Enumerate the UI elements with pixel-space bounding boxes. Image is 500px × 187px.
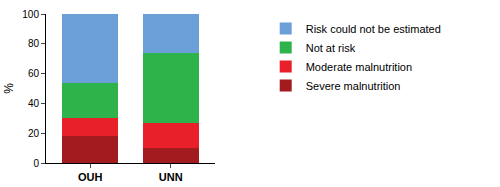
svg-text:Not at risk: Not at risk: [306, 42, 356, 54]
svg-text:Moderate malnutrition: Moderate malnutrition: [306, 61, 412, 73]
svg-text:Risk could not be estimated: Risk could not be estimated: [306, 23, 441, 35]
svg-text:0: 0: [33, 158, 39, 169]
svg-text:Severe malnutrition: Severe malnutrition: [306, 80, 401, 92]
svg-text:%: %: [2, 83, 16, 94]
svg-text:80: 80: [28, 38, 40, 49]
svg-text:100: 100: [22, 9, 39, 20]
svg-text:60: 60: [28, 68, 40, 79]
svg-text:UNN: UNN: [159, 171, 183, 183]
svg-text:20: 20: [28, 128, 40, 139]
svg-text:40: 40: [28, 98, 40, 109]
svg-text:OUH: OUH: [78, 171, 103, 183]
